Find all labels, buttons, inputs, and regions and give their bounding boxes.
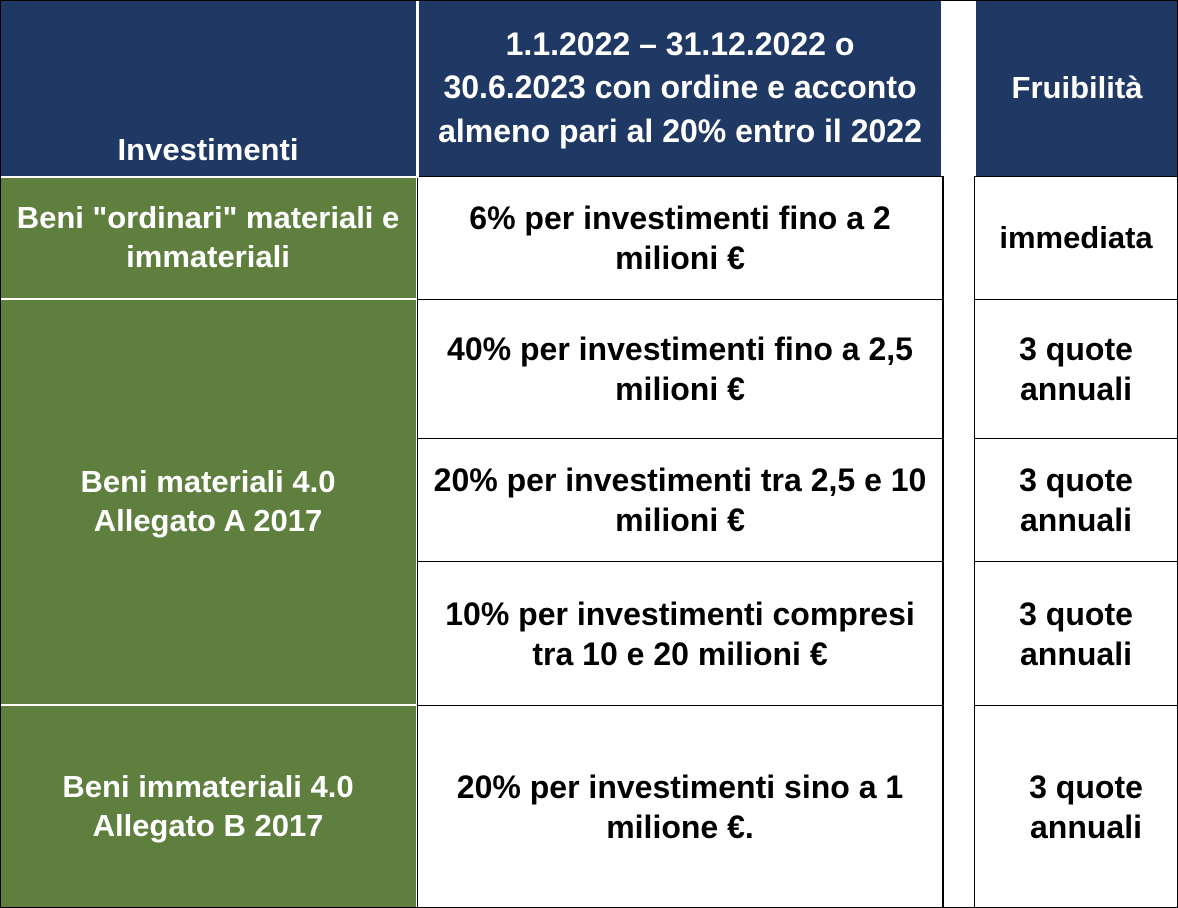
usability-cell: 3 quote annuali	[974, 561, 1178, 706]
category-ordinari: Beni "ordinari" materiali e immateriali	[0, 178, 416, 298]
header-fruibilita: Fruibilità	[976, 0, 1178, 176]
usability-text: 3 quote annuali	[1019, 331, 1133, 407]
header-period-label: 1.1.2022 – 31.12.2022 o 30.6.2023 con or…	[438, 25, 922, 149]
rate-text: 20% per investimenti sino a 1 milione €.	[456, 768, 904, 845]
header-fruibilita-label: Fruibilità	[1011, 69, 1143, 105]
rate-cell: 10% per investimenti compresi tra 10 e 2…	[417, 561, 943, 706]
rate-text: 20% per investimenti tra 2,5 e 10 milion…	[433, 462, 927, 538]
header-investimenti-label: Investimenti	[117, 132, 299, 168]
usability-cell: 3 quote annuali	[974, 438, 1178, 562]
rate-text: 6% per investimenti fino a 2 milioni €	[469, 200, 891, 276]
rate-cell: 20% per investimenti tra 2,5 e 10 milion…	[417, 438, 943, 562]
header-period: 1.1.2022 – 31.12.2022 o 30.6.2023 con or…	[419, 0, 941, 176]
rate-cell: 20% per investimenti sino a 1 milione €.	[417, 705, 943, 908]
divider	[941, 0, 976, 176]
divider	[0, 176, 417, 178]
divider	[416, 0, 419, 178]
usability-cell: 3 quote annuali	[974, 299, 1178, 439]
usability-text: 3 quote annuali	[1019, 595, 1133, 672]
category-ordinari-label: Beni "ordinari" materiali e immateriali	[16, 200, 400, 274]
usability-cell: immediata	[974, 176, 1178, 300]
usability-text: 3 quote annuali	[1029, 768, 1143, 845]
category-materiali-40-label: Beni materiali 4.0 Allegato A 2017	[80, 464, 336, 538]
usability-text: immediata	[999, 219, 1153, 255]
rate-text: 10% per investimenti compresi tra 10 e 2…	[445, 595, 915, 672]
usability-text: 3 quote annuali	[1019, 462, 1133, 538]
divider	[0, 704, 417, 706]
divider	[0, 298, 417, 300]
category-immateriali-40: Beni immateriali 4.0 Allegato B 2017	[0, 706, 416, 908]
usability-cell: 3 quote annuali	[974, 705, 1178, 908]
category-materiali-40: Beni materiali 4.0 Allegato A 2017	[0, 300, 416, 704]
rate-cell: 40% per investimenti fino a 2,5 milioni …	[417, 299, 943, 439]
category-immateriali-40-label: Beni immateriali 4.0 Allegato B 2017	[62, 769, 354, 843]
rate-text: 40% per investimenti fino a 2,5 milioni …	[447, 331, 913, 407]
rate-cell: 6% per investimenti fino a 2 milioni €	[417, 176, 943, 300]
header-investimenti: Investimenti	[0, 0, 416, 176]
